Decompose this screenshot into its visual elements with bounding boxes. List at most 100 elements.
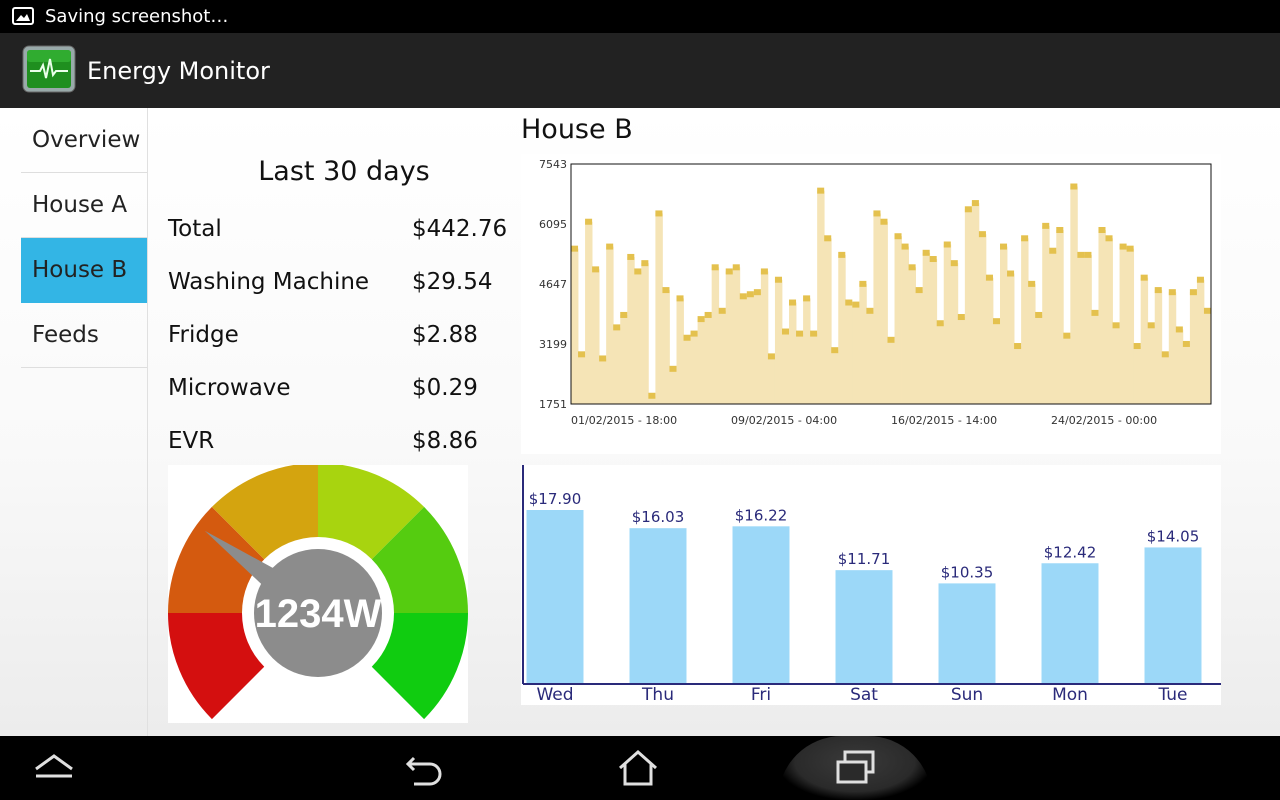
usage-point bbox=[725, 268, 733, 275]
usage-point bbox=[1056, 227, 1064, 234]
usage-area-column bbox=[1007, 273, 1015, 404]
usage-area-column bbox=[767, 356, 776, 404]
usage-area-column bbox=[838, 254, 846, 404]
summary-row-total: Total $442.76 bbox=[168, 216, 508, 256]
usage-area-column bbox=[620, 314, 628, 404]
sidebar-item-feeds[interactable]: Feeds bbox=[21, 303, 147, 368]
usage-point bbox=[1168, 289, 1176, 296]
usage-point bbox=[683, 334, 691, 341]
x-tick-label: 24/02/2015 - 00:00 bbox=[1051, 414, 1157, 427]
sidebar-item-house-a[interactable]: House A bbox=[21, 173, 147, 238]
usage-area-column bbox=[1182, 343, 1191, 404]
sidebar-item-overview[interactable]: Overview bbox=[21, 108, 147, 173]
usage-area-column bbox=[880, 221, 888, 404]
usage-point bbox=[1154, 287, 1162, 294]
usage-point bbox=[1189, 289, 1197, 296]
usage-point bbox=[950, 260, 958, 267]
bar-value-label: $12.42 bbox=[1044, 543, 1097, 561]
usage-point bbox=[781, 328, 790, 335]
summary-label: Microwave bbox=[168, 375, 291, 401]
summary-row-washing-machine: Washing Machine $29.54 bbox=[168, 269, 508, 309]
bar-value-label: $16.22 bbox=[735, 506, 788, 524]
usage-point bbox=[971, 200, 979, 207]
usage-area-column bbox=[1112, 325, 1120, 404]
usage-area-column bbox=[704, 314, 713, 404]
y-tick-label: 7543 bbox=[539, 158, 567, 171]
usage-area-column bbox=[789, 302, 797, 404]
usage-point bbox=[571, 245, 579, 252]
usage-area-column bbox=[662, 290, 670, 404]
daily-cost-chart: $17.90 Wed $16.03 Thu $16.22 Fri $11.71 Sat $10.… bbox=[522, 465, 1221, 705]
usage-area-column bbox=[1084, 254, 1092, 404]
sidebar-item-house-b[interactable]: House B bbox=[21, 238, 147, 303]
gauge-segment-red bbox=[168, 613, 265, 720]
summary-row-evr: EVR $8.86 bbox=[168, 428, 508, 468]
usage-point bbox=[1021, 235, 1029, 242]
usage-area-column bbox=[1070, 186, 1078, 404]
usage-area-column bbox=[774, 279, 783, 404]
bar-category-label: Tue bbox=[1157, 685, 1187, 705]
usage-point bbox=[894, 233, 902, 240]
usage-point bbox=[704, 311, 712, 318]
status-bar: Saving screenshot… bbox=[0, 0, 1280, 33]
usage-point bbox=[669, 365, 677, 372]
usage-area-column bbox=[1014, 346, 1022, 404]
usage-area-column bbox=[1175, 329, 1184, 404]
usage-point bbox=[957, 314, 965, 321]
usage-area-column bbox=[803, 298, 811, 404]
action-bar: Energy Monitor bbox=[0, 33, 1280, 108]
usage-area-column bbox=[1119, 246, 1128, 404]
usage-point bbox=[901, 243, 909, 250]
back-icon[interactable] bbox=[400, 736, 450, 800]
usage-area-column bbox=[1189, 292, 1198, 404]
usage-area-column bbox=[992, 321, 1001, 404]
usage-point bbox=[1077, 251, 1085, 258]
usage-area-column bbox=[676, 298, 684, 404]
y-tick-label: 6095 bbox=[539, 218, 567, 231]
usage-area-column bbox=[711, 267, 720, 404]
usage-area-column bbox=[655, 213, 663, 404]
usage-point bbox=[887, 336, 895, 343]
usage-area-column bbox=[753, 292, 762, 404]
chevron-up-icon[interactable] bbox=[30, 736, 80, 800]
usage-point bbox=[585, 218, 593, 225]
usage-point bbox=[943, 241, 951, 248]
usage-point bbox=[606, 243, 614, 250]
usage-area-column bbox=[824, 238, 832, 404]
usage-area-column bbox=[760, 271, 769, 404]
usage-point bbox=[711, 264, 719, 271]
daily-cost-bar bbox=[1041, 563, 1099, 683]
usage-area-column bbox=[810, 333, 818, 404]
usage-point bbox=[648, 392, 656, 399]
bar-category-label: Mon bbox=[1052, 685, 1088, 705]
heartbeat-monitor-icon[interactable] bbox=[22, 45, 76, 93]
recent-apps-icon[interactable] bbox=[830, 736, 880, 800]
usage-area-column bbox=[978, 234, 987, 404]
usage-area-column bbox=[964, 209, 973, 404]
bar-category-label: Fri bbox=[751, 685, 771, 705]
usage-plot-frame bbox=[570, 163, 1212, 405]
usage-point bbox=[1196, 276, 1204, 283]
daily-cost-bar bbox=[732, 526, 790, 683]
bar-category-label: Thu bbox=[641, 685, 674, 705]
usage-point bbox=[824, 235, 832, 242]
usage-area-column bbox=[718, 310, 727, 404]
usage-point bbox=[655, 210, 663, 217]
usage-point bbox=[641, 260, 649, 267]
usage-point bbox=[1161, 351, 1169, 358]
usage-point bbox=[1000, 243, 1008, 250]
usage-area-column bbox=[739, 296, 748, 404]
usage-area-column bbox=[887, 339, 895, 404]
home-icon[interactable] bbox=[614, 736, 664, 800]
summary-row-microwave: Microwave $0.29 bbox=[168, 375, 508, 415]
usage-point bbox=[1049, 247, 1057, 254]
usage-area-column bbox=[1168, 292, 1177, 404]
usage-point bbox=[1119, 243, 1127, 250]
usage-point bbox=[1028, 280, 1036, 287]
usage-point bbox=[599, 355, 607, 362]
usage-point bbox=[929, 256, 937, 263]
usage-point bbox=[915, 287, 923, 294]
usage-point bbox=[1140, 274, 1148, 281]
gauge-segment-green bbox=[371, 613, 468, 720]
usage-area-column bbox=[915, 290, 924, 404]
